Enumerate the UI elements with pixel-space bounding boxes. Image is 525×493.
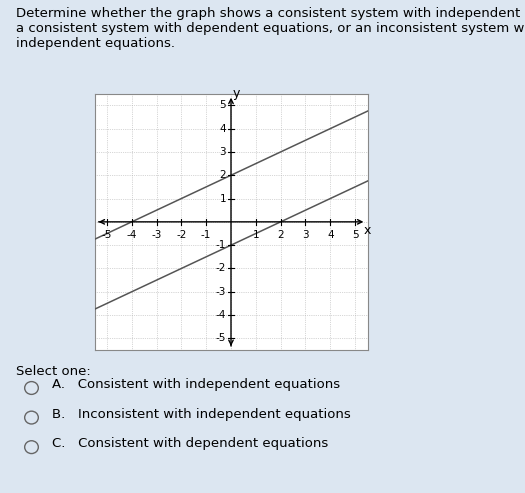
- Text: C.   Consistent with dependent equations: C. Consistent with dependent equations: [52, 437, 329, 450]
- Text: 5: 5: [352, 230, 359, 240]
- Text: -4: -4: [127, 230, 137, 240]
- Text: -5: -5: [216, 333, 226, 344]
- Text: y: y: [232, 87, 239, 100]
- Text: 4: 4: [219, 124, 226, 134]
- Text: B.   Inconsistent with independent equations: B. Inconsistent with independent equatio…: [52, 408, 351, 421]
- Text: -4: -4: [216, 310, 226, 320]
- Text: 5: 5: [219, 100, 226, 110]
- Text: -1: -1: [216, 240, 226, 250]
- Text: -3: -3: [216, 287, 226, 297]
- Text: -2: -2: [216, 263, 226, 274]
- Text: -5: -5: [102, 230, 112, 240]
- Text: -2: -2: [176, 230, 186, 240]
- Text: A.   Consistent with independent equations: A. Consistent with independent equations: [52, 378, 341, 391]
- Text: 2: 2: [219, 170, 226, 180]
- Text: 1: 1: [219, 194, 226, 204]
- Text: 4: 4: [327, 230, 333, 240]
- Text: -1: -1: [201, 230, 212, 240]
- Text: 1: 1: [253, 230, 259, 240]
- Text: -3: -3: [151, 230, 162, 240]
- Text: Select one:: Select one:: [16, 365, 90, 378]
- Text: 2: 2: [277, 230, 284, 240]
- Text: 3: 3: [219, 147, 226, 157]
- Text: 3: 3: [302, 230, 309, 240]
- Text: x: x: [364, 223, 371, 237]
- Text: Determine whether the graph shows a consistent system with independent equations: Determine whether the graph shows a cons…: [16, 7, 525, 50]
